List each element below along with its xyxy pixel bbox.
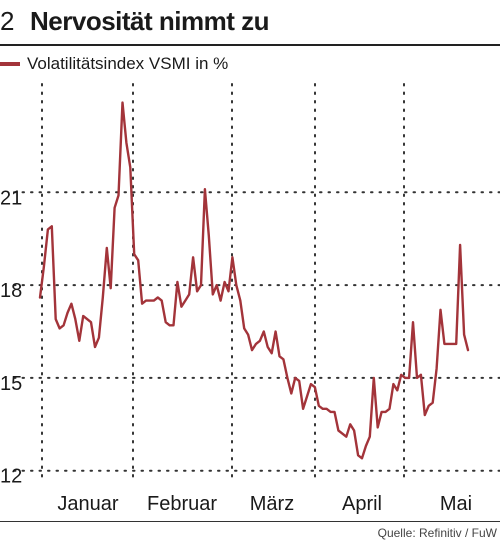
x-tick-label: März bbox=[250, 493, 294, 515]
chart-number: 2 bbox=[0, 6, 15, 36]
y-tick-label: 12 bbox=[0, 466, 22, 488]
title-rule bbox=[0, 44, 500, 46]
y-tick-label: 21 bbox=[0, 187, 22, 209]
legend-swatch bbox=[0, 62, 20, 66]
series bbox=[38, 101, 470, 460]
axis-ticks: 12 15 18 21 Januar Februar März April Mai bbox=[0, 187, 472, 515]
x-tick-label: April bbox=[342, 493, 382, 515]
grid bbox=[13, 83, 500, 483]
footer-rule bbox=[0, 521, 500, 522]
legend-label: Volatilitätsindex VSMI in % bbox=[27, 54, 229, 73]
source-note: Quelle: Refinitiv / FuW bbox=[377, 526, 497, 540]
chart-title: Nervosität nimmt zu bbox=[30, 6, 270, 36]
y-tick-label: 18 bbox=[0, 280, 22, 302]
x-tick-label: Januar bbox=[57, 493, 118, 515]
x-tick-label: Mai bbox=[440, 493, 472, 515]
series-line-vsmi bbox=[38, 101, 470, 460]
x-tick-label: Februar bbox=[147, 493, 217, 515]
y-tick-label: 15 bbox=[0, 373, 22, 395]
legend: Volatilitätsindex VSMI in % bbox=[0, 52, 228, 76]
